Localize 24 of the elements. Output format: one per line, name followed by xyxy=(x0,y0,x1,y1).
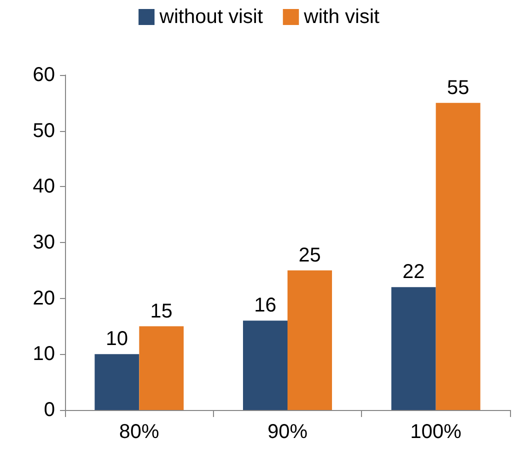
x-tick-label: 90% xyxy=(267,421,308,443)
bar xyxy=(94,354,140,410)
bar xyxy=(139,326,184,410)
y-tick-label: 50 xyxy=(32,120,55,142)
y-tick-label: 10 xyxy=(32,343,55,366)
data-label: 15 xyxy=(150,300,173,322)
legend-label: with visit xyxy=(302,6,380,28)
x-tick-label: 80% xyxy=(119,421,160,443)
y-tick-label: 30 xyxy=(32,232,55,254)
y-tick-label: 20 xyxy=(32,287,55,310)
bar xyxy=(288,270,332,410)
x-tick-label: 100% xyxy=(410,421,462,443)
y-tick-label: 0 xyxy=(44,399,55,421)
data-label: 10 xyxy=(106,328,128,350)
data-label: 16 xyxy=(254,294,276,317)
bar xyxy=(391,287,436,410)
y-tick-label: 40 xyxy=(32,176,55,198)
bar xyxy=(243,320,288,410)
legend-label: without visit xyxy=(158,6,264,28)
data-label: 25 xyxy=(298,244,321,266)
bar xyxy=(436,102,480,410)
y-tick-label: 60 xyxy=(32,64,55,86)
data-label: 55 xyxy=(446,76,470,99)
data-label: 22 xyxy=(402,261,425,284)
